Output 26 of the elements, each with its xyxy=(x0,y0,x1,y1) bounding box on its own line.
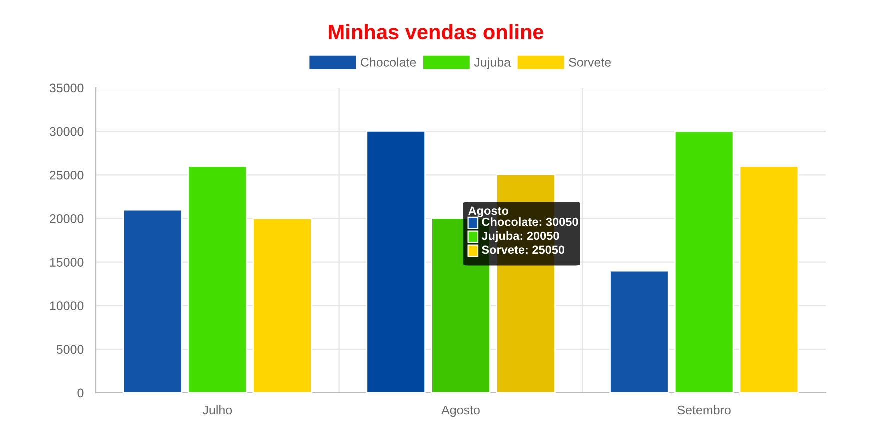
legend-label: Jujuba xyxy=(474,58,512,70)
legend-label: Chocolate xyxy=(361,58,416,67)
bar xyxy=(610,270,670,393)
bar xyxy=(366,130,426,393)
x-tick-label: Setembro xyxy=(678,406,731,415)
bar xyxy=(122,209,183,393)
y-tick-label: 10000 xyxy=(50,302,84,311)
y-tick-label: 0 xyxy=(78,388,84,398)
y-tick-label: 15000 xyxy=(50,258,84,267)
legend-label: Sorvete xyxy=(569,58,612,67)
bar xyxy=(674,130,734,393)
y-tick-label: 35000 xyxy=(50,84,84,93)
annotation: Jujuba: 20050 xyxy=(482,232,560,243)
chart-title: Minhas vendas online xyxy=(329,24,544,40)
bar xyxy=(188,166,248,393)
y-tick-label: 25000 xyxy=(50,170,84,180)
y-tick-label: 5000 xyxy=(56,345,84,354)
annotation: Sorvete: 25050 xyxy=(482,246,565,254)
annotation: Agosto xyxy=(468,206,508,218)
y-tick-label: 30000 xyxy=(50,127,84,136)
annotation: Chocolate: 30050 xyxy=(482,218,578,226)
y-tick-label: 20000 xyxy=(50,214,84,224)
x-tick-label: Julho xyxy=(202,406,232,415)
bar xyxy=(739,166,800,393)
x-tick-label: Agosto xyxy=(442,406,480,418)
bar xyxy=(252,218,312,393)
